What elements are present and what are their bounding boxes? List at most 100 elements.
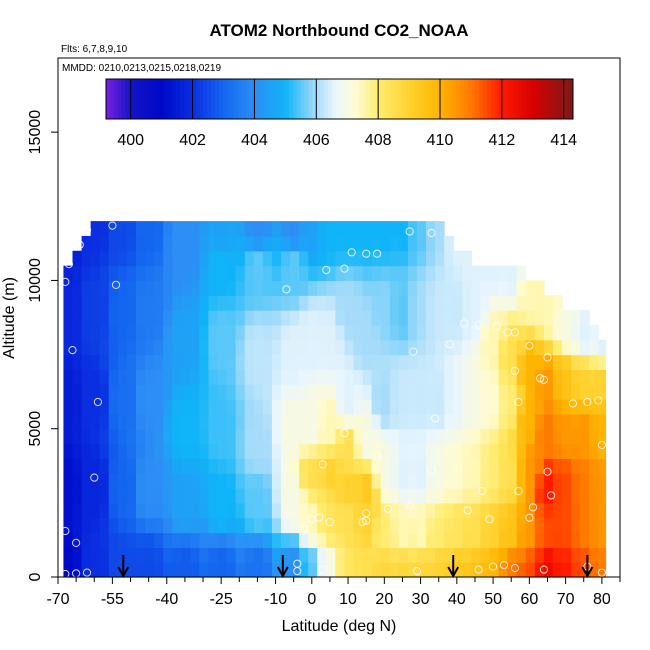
- heatmap-cell: [317, 562, 327, 578]
- heatmap-cell: [181, 295, 191, 311]
- heatmap-cell: [208, 265, 219, 282]
- heatmap-cell: [126, 250, 137, 267]
- sample-point: [510, 564, 520, 573]
- heatmap-cell: [181, 265, 191, 282]
- heatmap-cell: [217, 295, 228, 311]
- colorbar-segment: [378, 79, 383, 119]
- heatmap-cell: [308, 339, 318, 356]
- heatmap-cell: [534, 428, 545, 445]
- colorbar-segment: [429, 79, 434, 119]
- heatmap-cell: [435, 265, 445, 282]
- heatmap-cell: [190, 428, 200, 445]
- heatmap-cell: [145, 399, 155, 415]
- heatmap-cell: [462, 443, 472, 459]
- heatmap-cell: [561, 384, 572, 400]
- heatmap-cell: [407, 235, 418, 252]
- heatmap-cell: [407, 517, 418, 534]
- heatmap-cell: [244, 458, 255, 474]
- sample-point: [322, 265, 331, 275]
- heatmap-cell: [589, 488, 599, 504]
- heatmap-cell: [426, 473, 436, 489]
- colorbar-segment: [495, 79, 500, 119]
- heatmap-cell: [262, 458, 273, 474]
- heatmap-cell: [308, 280, 318, 296]
- colorbar-segment: [522, 79, 527, 119]
- heatmap-cell: [416, 547, 427, 563]
- heatmap-cell: [235, 221, 246, 237]
- heatmap-cell: [308, 413, 318, 430]
- heatmap-cell: [271, 502, 282, 519]
- heatmap-cell: [561, 502, 572, 519]
- heatmap-cell: [235, 428, 246, 445]
- heatmap-cell: [108, 458, 119, 474]
- heatmap-cell: [571, 532, 581, 548]
- colorbar-segment: [234, 79, 239, 119]
- heatmap-cell: [308, 250, 318, 267]
- heatmap-cell: [552, 488, 563, 504]
- heatmap-cell: [244, 310, 255, 326]
- colorbar-segment: [273, 79, 278, 119]
- heatmap-cell: [462, 265, 472, 282]
- heatmap-cell: [117, 443, 128, 459]
- heatmap-cell: [516, 369, 527, 385]
- heatmap-cell: [72, 339, 83, 356]
- heatmap-cell: [326, 324, 336, 341]
- heatmap-cell: [117, 399, 128, 415]
- heatmap-cell: [353, 502, 364, 519]
- heatmap-cell: [290, 502, 300, 519]
- heatmap-cell: [580, 384, 590, 400]
- heatmap-cell: [380, 399, 391, 415]
- heatmap-cell: [217, 413, 228, 430]
- heatmap-cell: [181, 473, 191, 489]
- heatmap-cell: [163, 280, 173, 296]
- colorbar-segment: [269, 79, 274, 119]
- heatmap-cell: [299, 339, 309, 356]
- heatmap-cell: [416, 399, 427, 415]
- heatmap-cell: [444, 502, 454, 519]
- heatmap-cell: [389, 250, 400, 267]
- heatmap-cell: [362, 443, 373, 459]
- sample-point: [362, 516, 371, 525]
- heatmap-cell: [108, 473, 119, 489]
- heatmap-cell: [398, 458, 409, 474]
- heatmap-cell: [99, 532, 110, 548]
- heatmap-cell: [489, 399, 500, 415]
- heatmap-cell: [108, 428, 119, 445]
- heatmap-cell: [598, 502, 607, 519]
- heatmap-cell: [90, 517, 101, 534]
- heatmap-cell: [253, 458, 264, 474]
- heatmap-cell: [416, 384, 427, 400]
- heatmap-cell: [462, 517, 472, 534]
- heatmap-cell: [589, 339, 599, 356]
- heatmap-cell: [389, 384, 400, 400]
- heatmap-cell: [199, 324, 210, 341]
- heatmap-cell: [290, 488, 300, 504]
- heatmap-cell: [344, 235, 355, 252]
- heatmap-cell: [398, 443, 409, 459]
- heatmap-cell: [389, 473, 400, 489]
- sample-point: [373, 451, 382, 460]
- heatmap-cell: [353, 295, 364, 311]
- sample-point: [583, 397, 592, 407]
- sample-point: [525, 513, 534, 522]
- heatmap-cell: [398, 413, 409, 430]
- heatmap-cell: [72, 369, 83, 385]
- sample-point: [431, 414, 440, 423]
- heatmap-cell: [552, 443, 563, 459]
- colorbar-segment: [479, 79, 484, 119]
- x-tick-label: 10: [339, 591, 357, 608]
- heatmap-cell: [389, 458, 400, 474]
- heatmap-cell: [290, 369, 300, 385]
- heatmap-cell: [326, 458, 336, 474]
- heatmap-cell: [72, 517, 83, 534]
- heatmap-cell: [598, 339, 607, 356]
- heatmap-cell: [135, 310, 146, 326]
- heatmap-cell: [108, 369, 119, 385]
- heatmap-cell: [543, 458, 554, 474]
- heatmap-cell: [299, 502, 309, 519]
- sample-point: [108, 221, 117, 230]
- heatmap-cell: [235, 265, 246, 282]
- heatmap-cell: [199, 473, 210, 489]
- heatmap-cell: [371, 473, 382, 489]
- heatmap-cell: [126, 517, 137, 534]
